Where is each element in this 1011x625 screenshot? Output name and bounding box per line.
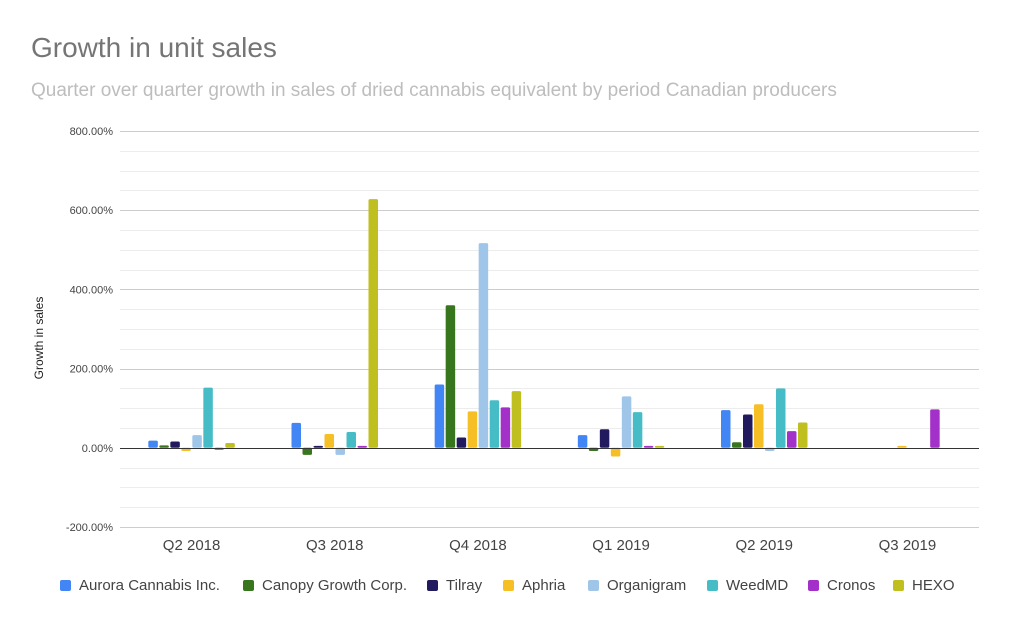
chart-title: Growth in unit sales xyxy=(31,32,277,63)
bar xyxy=(643,445,654,448)
legend-label: Aphria xyxy=(522,576,566,594)
bar xyxy=(203,387,213,448)
legend-swatch xyxy=(588,579,599,591)
bar xyxy=(632,412,643,448)
y-tick-label: -200.00% xyxy=(66,522,113,534)
bar xyxy=(732,442,742,448)
y-axis-ticks: -200.00% 0.00% 200.00% 400.00% 600.00% 800.00… xyxy=(66,126,113,534)
bar xyxy=(148,440,158,448)
legend-label: Tilray xyxy=(446,576,483,594)
bar xyxy=(225,443,235,448)
legend-swatch xyxy=(60,579,71,591)
bar xyxy=(192,435,202,448)
bar xyxy=(897,445,907,448)
y-tick-label: 800.00% xyxy=(70,126,114,138)
legend-item: Aurora Cannabis Inc. xyxy=(60,575,220,595)
legend-swatch xyxy=(243,579,254,591)
x-axis-categories: Q2 2018 Q3 2018 Q4 2018 Q1 2019 Q2 2019 Q3 20… xyxy=(163,537,936,554)
legend-item: Tilray xyxy=(427,575,482,595)
chart-subtitle: Quarter over quarter growth in sales of … xyxy=(31,80,837,101)
y-tick-label: 600.00% xyxy=(70,205,114,217)
legend-label: HEXO xyxy=(912,576,955,594)
bar xyxy=(368,199,378,448)
legend-item: WeedMD xyxy=(707,575,788,595)
legend-label: Cronos xyxy=(827,576,876,594)
bar xyxy=(335,447,345,455)
y-tick-label: 200.00% xyxy=(70,364,114,376)
x-tick-label: Q1 2019 xyxy=(592,537,650,554)
bar xyxy=(721,410,731,448)
bar xyxy=(599,429,610,448)
bar xyxy=(743,414,753,448)
bar xyxy=(302,447,312,455)
bar xyxy=(434,384,445,448)
bar xyxy=(500,407,511,448)
legend-item: Canopy Growth Corp. xyxy=(243,575,407,595)
x-tick-label: Q3 2019 xyxy=(879,537,937,554)
legend-swatch xyxy=(893,579,904,591)
legend-label: Aurora Cannabis Inc. xyxy=(79,576,220,594)
bar xyxy=(445,305,456,448)
bar xyxy=(621,396,632,448)
y-tick-label: 0.00% xyxy=(82,443,113,455)
bar xyxy=(787,431,797,448)
x-tick-label: Q2 2019 xyxy=(735,537,793,554)
bar xyxy=(610,447,621,457)
bar xyxy=(324,433,334,448)
y-tick-label: 400.00% xyxy=(70,284,114,296)
legend-item: Aphria xyxy=(503,575,565,595)
legend-swatch xyxy=(427,579,438,591)
bar xyxy=(357,445,367,448)
bar xyxy=(798,422,808,448)
x-tick-label: Q3 2018 xyxy=(306,537,364,554)
bar xyxy=(776,388,786,448)
legend-item: Cronos xyxy=(808,575,875,595)
grid-lines xyxy=(120,131,979,528)
legend-label: Canopy Growth Corp. xyxy=(262,576,408,594)
bar xyxy=(478,243,489,448)
legend-label: WeedMD xyxy=(726,576,789,594)
bar xyxy=(754,404,764,448)
bar xyxy=(159,445,169,448)
legend-swatch xyxy=(808,579,819,591)
bar xyxy=(313,445,323,448)
bar xyxy=(577,435,588,448)
y-axis-label: Growth in sales xyxy=(32,297,46,380)
bar-chart: -200.00% 0.00% 200.00% 400.00% 600.00% 800.00… xyxy=(32,126,979,554)
bar xyxy=(467,411,478,448)
bar-series xyxy=(148,199,940,457)
legend-label: Organigram xyxy=(607,576,687,594)
legend-item: HEXO xyxy=(893,575,955,595)
legend: Aurora Cannabis Inc. Canopy Growth Corp. T… xyxy=(0,575,1011,595)
bar xyxy=(346,431,356,448)
x-tick-label: Q2 2018 xyxy=(163,537,221,554)
bar xyxy=(930,409,940,448)
bar xyxy=(489,400,500,448)
x-tick-label: Q4 2018 xyxy=(449,537,507,554)
bar xyxy=(456,437,467,448)
bar xyxy=(511,391,522,448)
legend-item: Organigram xyxy=(588,575,686,595)
bar xyxy=(291,422,301,448)
bar xyxy=(170,441,180,448)
legend-swatch xyxy=(707,579,718,591)
bar xyxy=(654,445,665,448)
legend-swatch xyxy=(503,579,514,591)
